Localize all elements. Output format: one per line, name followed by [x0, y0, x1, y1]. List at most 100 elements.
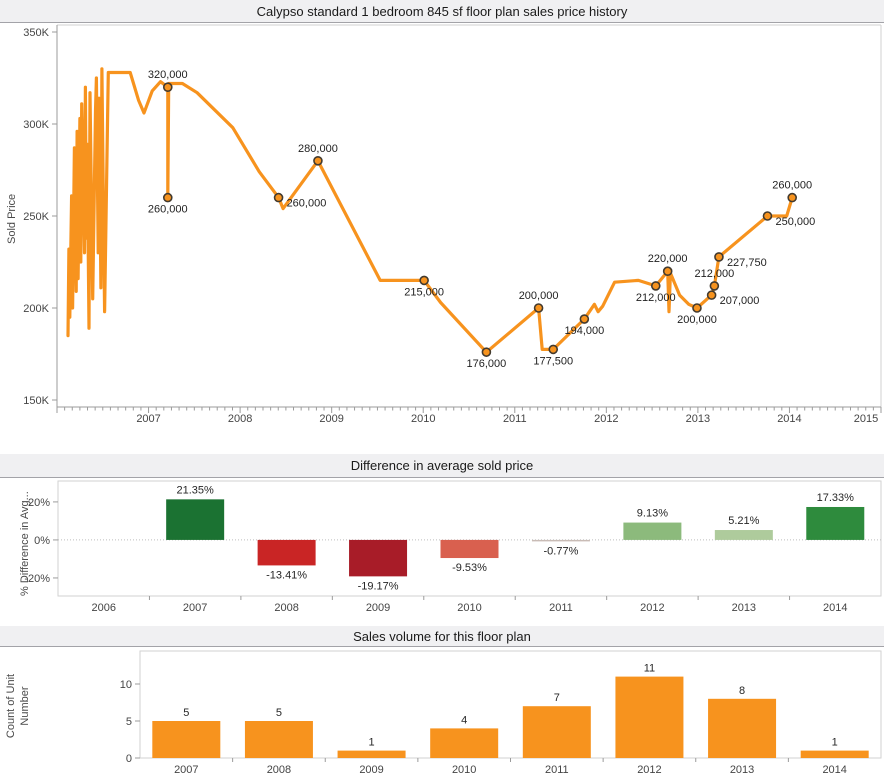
sale-marker[interactable] [162, 192, 173, 203]
svg-text:20%: 20% [28, 497, 50, 509]
sales-volume-bar-label: 1 [369, 737, 375, 749]
price-diff-title: Difference in average sold price [350, 458, 534, 473]
svg-text:150K: 150K [23, 395, 49, 407]
price-diff-bar[interactable] [623, 522, 682, 540]
svg-text:2008: 2008 [267, 764, 291, 776]
sales-volume-bar-label: 5 [276, 707, 282, 719]
price-diff-bar[interactable] [531, 539, 590, 542]
sale-marker[interactable] [692, 303, 702, 313]
svg-text:2012: 2012 [637, 764, 661, 776]
sale-marker[interactable] [662, 266, 673, 277]
price-diff-bar-label: -0.77% [544, 545, 579, 557]
sales-volume-bar[interactable] [615, 676, 684, 758]
sales-volume-bar[interactable] [337, 750, 406, 758]
sales-volume-bar[interactable] [800, 750, 869, 758]
sale-marker[interactable] [714, 252, 724, 262]
price-diff-bar-label: -19.17% [358, 580, 399, 592]
sale-marker[interactable] [706, 290, 717, 300]
price-history-title-bar: Calypso standard 1 bedroom 845 sf floor … [0, 0, 884, 23]
sale-marker[interactable] [650, 281, 661, 291]
sale-price-label: 177,500 [533, 355, 573, 367]
price-diff-title-bar: Difference in average sold price [0, 454, 884, 478]
svg-text:-20%: -20% [24, 573, 50, 585]
svg-text:2006: 2006 [91, 602, 115, 614]
sale-marker[interactable] [548, 344, 559, 355]
sales-volume-bars[interactable]: 5 5 1 4 7 11 8 1 [152, 663, 869, 758]
sale-marker[interactable] [787, 192, 797, 203]
sale-price-label: 200,000 [677, 314, 717, 326]
svg-text:2013: 2013 [732, 602, 756, 614]
sales-volume-bar-label: 1 [832, 737, 838, 749]
price-diff-bar-label: 9.13% [637, 508, 668, 520]
price-diff-bar-label: 21.35% [177, 484, 215, 496]
sale-price-label: 200,000 [519, 290, 559, 302]
sales-volume-bar[interactable] [430, 728, 499, 758]
price-diff-bar-label: -13.41% [266, 569, 307, 581]
price-diff-bar-label: -9.53% [452, 562, 487, 574]
svg-text:2008: 2008 [228, 413, 252, 425]
sales-volume-bar[interactable] [152, 721, 221, 758]
price-diff-bar[interactable] [806, 506, 865, 540]
sales-volume-bar[interactable] [708, 698, 777, 758]
svg-text:2015: 2015 [854, 413, 878, 425]
sale-price-label: 194,000 [564, 325, 604, 337]
svg-text:2010: 2010 [452, 764, 476, 776]
price-history-annotations: 320,000 260,000 260,000 280,000 215,000 176,0… [148, 69, 815, 370]
sale-marker[interactable] [162, 82, 173, 92]
sale-price-label: 176,000 [467, 358, 507, 370]
sale-marker[interactable] [481, 347, 492, 357]
price-history-line-series[interactable] [66, 67, 797, 357]
sale-price-label: 280,000 [298, 143, 338, 155]
price-diff-bar-label: 17.33% [817, 492, 855, 504]
svg-text:2012: 2012 [640, 602, 664, 614]
svg-text:2007: 2007 [183, 602, 207, 614]
svg-text:2012: 2012 [594, 413, 618, 425]
sale-marker[interactable] [313, 155, 323, 166]
svg-text:2014: 2014 [823, 602, 847, 614]
sale-marker[interactable] [709, 281, 720, 291]
sale-price-label: 260,000 [287, 198, 327, 210]
price-diff-bar[interactable] [349, 539, 408, 577]
svg-text:250K: 250K [23, 211, 49, 223]
sale-price-label: 320,000 [148, 69, 188, 81]
sale-price-label: 220,000 [648, 253, 688, 265]
sale-price-label: 212,000 [636, 292, 676, 304]
svg-text:300K: 300K [23, 119, 49, 131]
sale-marker[interactable] [579, 314, 590, 324]
svg-text:2013: 2013 [686, 413, 710, 425]
svg-text:200K: 200K [23, 303, 49, 315]
sale-price-label: 260,000 [148, 204, 188, 216]
sales-volume-bar[interactable] [244, 721, 313, 758]
sale-price-label: 207,000 [720, 295, 760, 307]
svg-text:2009: 2009 [366, 602, 390, 614]
svg-text:2011: 2011 [545, 764, 569, 776]
svg-text:2013: 2013 [730, 764, 754, 776]
sales-volume-bar-label: 7 [554, 692, 560, 704]
sale-marker[interactable] [533, 303, 544, 313]
sale-price-label: 260,000 [772, 180, 812, 192]
svg-text:2009: 2009 [359, 764, 383, 776]
sale-marker[interactable] [273, 192, 284, 203]
sales-volume-bar-label: 4 [461, 714, 467, 726]
sale-price-label: 250,000 [775, 216, 815, 228]
price-diff-axes: 20% 0% -20% 2006 2007 2008 2009 2010 2011 2012 201… [24, 480, 882, 614]
sale-price-label: 227,750 [727, 257, 767, 269]
svg-text:350K: 350K [23, 27, 49, 39]
sales-volume-bar[interactable] [522, 706, 591, 758]
price-diff-bar[interactable] [166, 499, 225, 540]
sales-volume-title-bar: Sales volume for this floor plan [0, 626, 884, 647]
sale-marker[interactable] [419, 275, 429, 286]
svg-text:2009: 2009 [319, 413, 343, 425]
svg-text:2011: 2011 [503, 413, 527, 425]
svg-text:2007: 2007 [136, 413, 160, 425]
price-diff-bar[interactable] [257, 539, 316, 566]
svg-text:0%: 0% [34, 535, 50, 547]
svg-text:0: 0 [126, 753, 132, 765]
svg-text:10: 10 [120, 679, 132, 691]
price-diff-bar[interactable] [440, 539, 499, 559]
sale-marker[interactable] [762, 211, 773, 221]
price-diff-bars[interactable]: 21.35% -13.41% -19.17% -9.53% -0.77% 9.13% 5.2… [166, 484, 865, 592]
price-diff-bar[interactable] [714, 530, 773, 540]
